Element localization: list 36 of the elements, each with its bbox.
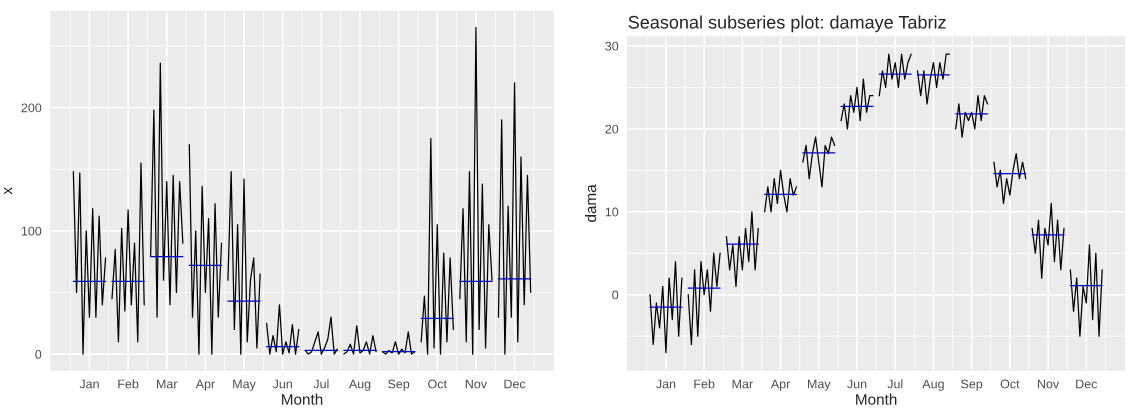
x-tick-label: Oct (428, 379, 447, 389)
x-tick-label: Jun (847, 379, 867, 389)
y-tick-label: 20 (605, 124, 619, 134)
x-tick-label: May (808, 379, 831, 391)
y-tick-label: 200 (21, 103, 42, 113)
y-axis-title: x (4, 187, 13, 195)
x-tick-label: Feb (118, 379, 139, 389)
x-tick-label: Jan (656, 379, 676, 389)
x-tick-label: Oct (1000, 379, 1020, 389)
x-tick-label: Apr (195, 379, 215, 391)
x-tick-label: Sep (388, 379, 410, 391)
x-tick-label: Mar (157, 379, 178, 389)
x-tick-label: Apr (770, 379, 791, 391)
x-tick-label: Nov (465, 379, 487, 389)
y-axis-title: dama (585, 184, 597, 222)
y-tick-label: 0 (35, 349, 42, 359)
x-tick-label: Jul (887, 379, 903, 389)
x-axis-title: Month (282, 393, 323, 405)
chart-title: Seasonal subseries plot: damaye Tabriz (628, 15, 946, 33)
x-tick-label: Nov (1037, 379, 1060, 389)
x-axis-title: Month (856, 393, 897, 405)
y-tick-label: 10 (605, 207, 619, 217)
x-tick-label: Mar (732, 379, 753, 389)
x-tick-label: Jan (79, 379, 99, 389)
x-tick-label: May (233, 379, 256, 391)
x-tick-label: Dec (504, 379, 526, 389)
x-tick-label: Jun (272, 379, 292, 389)
y-tick-label: 30 (605, 41, 619, 51)
y-tick-label: 0 (612, 290, 619, 300)
x-tick-label: Aug (348, 379, 371, 391)
x-tick-label: Dec (1076, 379, 1098, 389)
x-tick-label: Jul (313, 379, 329, 389)
x-tick-label: Feb (694, 379, 715, 389)
x-tick-label: Aug (922, 379, 944, 391)
x-tick-label: Sep (961, 379, 983, 391)
y-tick-label: 100 (21, 226, 42, 236)
